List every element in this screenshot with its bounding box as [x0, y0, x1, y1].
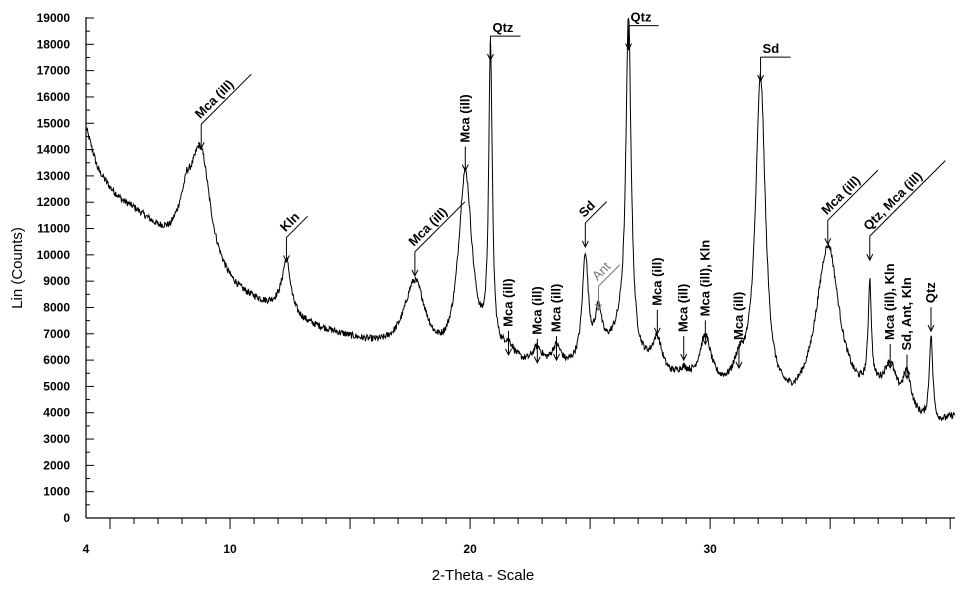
- y-tick-label: 4000: [43, 406, 70, 420]
- annotation-leader: [584, 201, 607, 224]
- y-tick-label: 17000: [37, 64, 71, 78]
- annotation-arrowhead: [735, 361, 743, 370]
- peak-label: Kln: [277, 209, 302, 234]
- annotation-arrowhead: [581, 240, 589, 249]
- peak-label: Mca (ill): [529, 286, 544, 334]
- annotation-arrowhead: [411, 269, 419, 278]
- peak-annotation: Mca (ill): [405, 201, 466, 278]
- y-tick-label: 2000: [43, 458, 70, 472]
- peak-label: Mca (ill): [405, 204, 450, 249]
- peak-annotation: Mca (ill): [731, 292, 746, 370]
- annotation-leader: [200, 73, 252, 125]
- y-tick-label: 0: [63, 511, 70, 525]
- peak-annotation: Sd: [576, 198, 607, 249]
- peak-label: Ant: [589, 259, 614, 284]
- y-tick-label: 9000: [43, 274, 70, 288]
- annotation-arrowhead: [282, 255, 290, 263]
- y-tick-label: 7000: [43, 327, 70, 341]
- peak-label: Mca (ill): [500, 278, 515, 326]
- annotation-leader: [598, 264, 621, 287]
- y-axis-title: Lin (Counts): [9, 227, 26, 309]
- diffraction-trace: [85, 17, 956, 422]
- annotation-arrowhead: [625, 43, 632, 51]
- peak-annotation: Qtz: [923, 282, 938, 333]
- peak-label: Sd, Ant, Kln: [899, 277, 914, 350]
- annotation-arrowhead: [553, 353, 560, 362]
- peak-label: Mca (ill): [192, 77, 237, 122]
- annotation-leader: [869, 160, 946, 237]
- y-tick-label: 18000: [37, 37, 71, 51]
- peak-label: Qtz: [631, 10, 652, 25]
- peak-label: Mca (ill): [457, 94, 472, 142]
- peak-annotation: Ant: [589, 259, 621, 312]
- y-tick-label: 19000: [37, 11, 71, 25]
- peak-label: Sd: [576, 198, 598, 220]
- annotation-arrowhead: [461, 164, 469, 172]
- peak-annotation: Qtz: [625, 10, 659, 51]
- peak-annotation: Kln: [277, 209, 309, 263]
- peak-label: Mca (ill): [549, 284, 564, 332]
- peak-label: Mca (ill), Kln: [697, 240, 712, 317]
- peak-annotation: Mca (ill): [649, 257, 664, 335]
- x-axis-title: 2-Theta - Scale: [432, 567, 535, 584]
- annotation-arrowhead: [824, 238, 832, 246]
- annotation-arrowhead: [757, 74, 765, 83]
- y-tick-label: 12000: [37, 195, 71, 209]
- annotation-leader: [827, 169, 879, 221]
- peak-annotation: Mca (ill), Kln: [697, 240, 712, 346]
- annotation-arrowhead: [927, 324, 935, 333]
- annotation-arrowhead: [197, 142, 205, 150]
- peak-annotation: Mca (ill): [457, 94, 472, 172]
- annotation-arrowhead: [653, 327, 661, 335]
- peak-annotation: Mca (ill): [500, 278, 515, 356]
- y-tick-label: 13000: [37, 169, 71, 183]
- annotation-leader: [414, 201, 466, 253]
- peak-annotation: Mca (ill): [818, 169, 879, 246]
- axes: 0 1000 2000 3000 4000 5000 6000 7000 8000 9000 100…: [37, 11, 955, 556]
- annotation-arrowhead: [505, 348, 512, 356]
- annotation-arrowhead: [903, 372, 911, 380]
- peak-annotation: Qtz: [487, 20, 521, 62]
- peak-label: Mca (ill), Kln: [882, 263, 897, 340]
- peak-annotation: Mca (ill): [549, 284, 564, 362]
- peak-annotation: Mca (ill): [676, 284, 691, 362]
- annotation-leader: [286, 215, 309, 238]
- y-tick-label: 10000: [37, 248, 71, 262]
- y-tick-label: 16000: [37, 90, 71, 104]
- y-tick-label: 1000: [43, 485, 70, 499]
- y-tick-label: 6000: [43, 353, 70, 367]
- y-tick-label: 8000: [43, 300, 70, 314]
- peak-annotation: Mca (ill): [192, 73, 252, 150]
- peak-annotation: Mca (ill): [529, 286, 544, 364]
- peak-annotation: Mca (ill), Kln: [882, 263, 897, 370]
- x-tick-label: 30: [703, 542, 717, 556]
- annotation-arrowhead: [680, 353, 688, 362]
- diffraction-line: [85, 17, 956, 422]
- annotation-arrowhead: [533, 356, 541, 364]
- annotation-arrowhead: [886, 361, 894, 370]
- x-tick-label: 4: [83, 542, 90, 556]
- peak-label: Mca (ill): [818, 173, 863, 218]
- y-tick-label: 5000: [43, 379, 70, 393]
- peak-label: Mca (ill): [649, 257, 664, 305]
- peak-label: Qtz: [923, 282, 938, 303]
- x-tick-label: 20: [463, 542, 477, 556]
- peak-annotation: Sd: [757, 41, 791, 83]
- y-tick-label: 3000: [43, 432, 70, 446]
- peak-annotation: Sd, Ant, Kln: [899, 277, 914, 380]
- peak-label: Mca (ill): [676, 284, 691, 332]
- annotation-arrowhead: [701, 338, 709, 346]
- x-tick-label: 10: [223, 542, 237, 556]
- peak-label: Sd: [763, 41, 780, 56]
- y-tick-label: 15000: [37, 116, 71, 130]
- peak-label: Qtz: [492, 20, 513, 35]
- peak-label: Mca (ill): [731, 292, 746, 340]
- annotation-arrowhead: [487, 53, 494, 62]
- peak-annotations: Mca (ill) Kln Mca (ill) Mca (ill) Qtz Mca (il…: [192, 10, 946, 380]
- annotation-arrowhead: [866, 253, 874, 262]
- annotation-arrowhead: [595, 303, 602, 312]
- y-tick-label: 11000: [37, 222, 70, 236]
- y-tick-label: 14000: [37, 143, 71, 157]
